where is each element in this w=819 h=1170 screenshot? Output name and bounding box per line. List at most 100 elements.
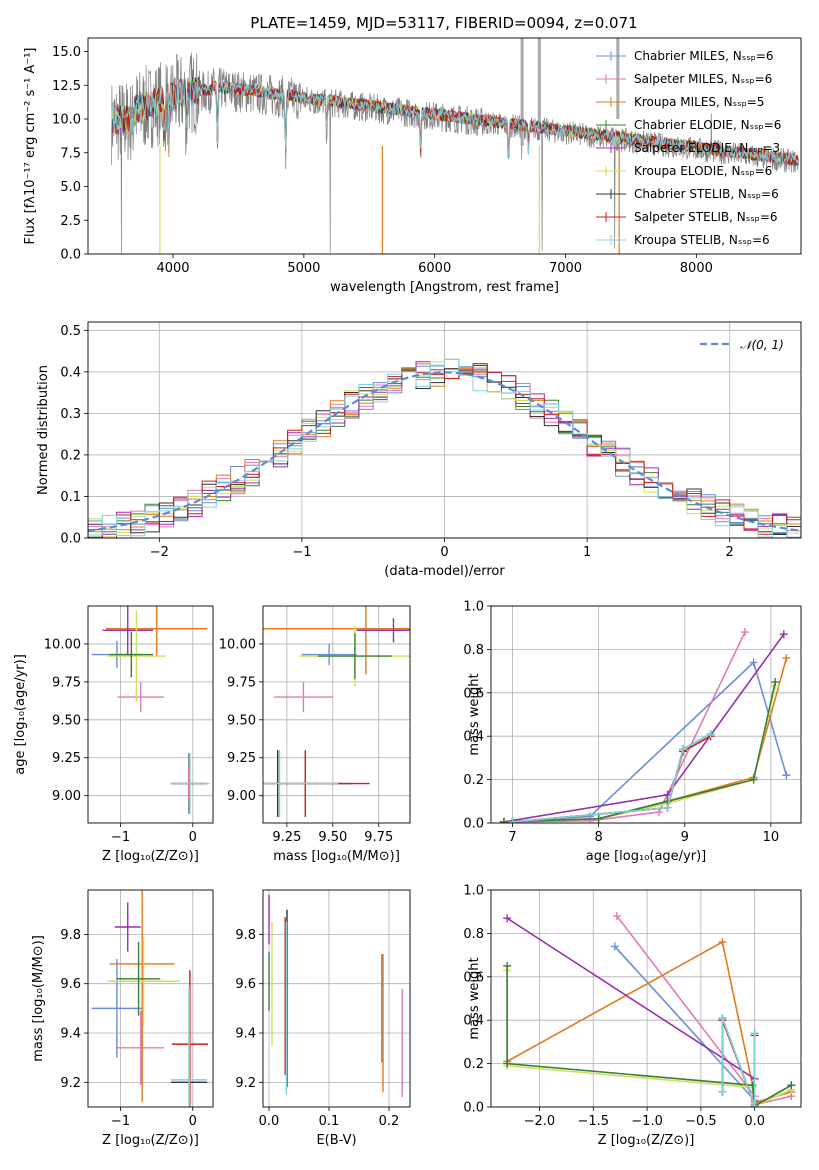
panel-4-frame — [490, 605, 802, 824]
x-axis-label: Z [log₁₀(Z/Z⊙)] — [102, 1133, 199, 1148]
errorbar-cross — [356, 618, 410, 643]
data-point — [499, 817, 508, 823]
mass-weight-series — [499, 630, 788, 823]
series-line — [616, 915, 792, 1106]
panel-6-frame — [262, 889, 411, 1108]
x-tick-label: 9 — [681, 830, 689, 845]
mass-weight-series — [508, 730, 715, 823]
x-tick-label: −0.5 — [685, 1114, 717, 1129]
y-tick-label: 5.0 — [60, 180, 81, 195]
y-tick-label: 0.3 — [60, 407, 81, 422]
errorbar-cross — [263, 750, 339, 817]
x-tick-label: 0.2 — [379, 1114, 400, 1129]
errorbar-cross — [106, 606, 208, 657]
errorbar-plot — [263, 606, 410, 817]
data-point — [718, 1014, 727, 1023]
y-tick-label: 0.4 — [60, 365, 81, 380]
errorbar-cross — [107, 936, 180, 1026]
x-axis-label: age [log₁₀(age/yr)] — [586, 849, 707, 864]
panel-1-frame — [87, 321, 802, 539]
panel-2-axes: −1 0 9.00 9.25 9.50 9.75 10.00 Z [log₁₀(Z/Z⊙)] a… — [13, 606, 213, 864]
data-point — [654, 808, 663, 817]
y-tick-label: 9.6 — [60, 977, 81, 992]
x-tick-label: 2 — [726, 545, 734, 560]
y-tick-label: 10.00 — [44, 637, 81, 652]
mass-weight-plot — [503, 912, 796, 1107]
mass-weight-series — [612, 912, 796, 1107]
series-line — [512, 733, 711, 823]
y-tick-label: 9.25 — [52, 751, 81, 766]
y-tick-label: 2.5 — [60, 214, 81, 229]
data-point — [508, 817, 517, 823]
legend-label: Chabrier ELODIE, Nₛₛₚ=6 — [634, 118, 781, 132]
data-point — [706, 730, 715, 739]
y-tick-label: 9.50 — [227, 713, 256, 728]
errorbar-cross — [263, 606, 410, 675]
y-tick-label: 0.2 — [463, 1057, 484, 1072]
x-axis-label: Z [log₁₀(Z/Z⊙)] — [102, 849, 199, 864]
errorbar-cross — [117, 681, 164, 713]
errorbar-cross — [117, 1010, 164, 1085]
data-point — [503, 1059, 512, 1068]
mass-weight-plot — [499, 628, 791, 823]
y-tick-label: 0.5 — [60, 324, 81, 339]
mass-weight-series — [499, 654, 791, 823]
data-point — [750, 1029, 759, 1038]
panel-3-axes: 9.25 9.50 9.75 9.00 9.25 9.50 9.75 10.00 mass [l… — [219, 606, 410, 864]
y-tick-label: 0.0 — [60, 248, 81, 263]
panel-1-axes: −2 −1 0 1 2 0.0 0.1 0.2 0.3 0.4 0.5 (data-model)/er… — [36, 322, 801, 579]
panel-2-frame — [87, 605, 214, 824]
y-axis-label: age [log₁₀(age/yr)] — [13, 654, 28, 775]
data-point — [741, 628, 750, 637]
x-tick-label: 0 — [440, 545, 448, 560]
x-tick-label: −1.5 — [577, 1114, 609, 1129]
mass-weight-series — [718, 1014, 759, 1107]
data-point — [679, 745, 688, 754]
x-tick-label: 9.50 — [318, 830, 347, 845]
errorbar-cross — [91, 959, 143, 1058]
mass-weight-series — [499, 682, 780, 823]
data-point — [610, 942, 619, 951]
y-axis-label: mass weight — [467, 957, 482, 1039]
y-tick-label: 9.2 — [60, 1076, 81, 1091]
data-point — [749, 658, 758, 667]
model-spectrum — [111, 75, 799, 167]
y-axis-label: mass weight — [467, 673, 482, 755]
y-axis-label: Flux [fλ10⁻¹⁷ erg cm⁻² s⁻¹ A⁻¹] — [23, 48, 38, 245]
x-tick-label: 4000 — [156, 261, 189, 276]
x-tick-label: −2 — [150, 545, 169, 560]
errorbar-cross — [274, 681, 333, 713]
errorbar-cross — [109, 890, 175, 1103]
x-tick-label: 0.0 — [744, 1114, 765, 1129]
x-tick-label: 6000 — [418, 261, 451, 276]
y-tick-label: 0.0 — [463, 817, 484, 832]
x-tick-label: 5000 — [287, 261, 320, 276]
x-axis-label: mass [log₁₀(M/M⊙)] — [273, 849, 400, 864]
data-point — [594, 814, 603, 823]
legend-label: Kroupa ELODIE, Nₛₛₚ=6 — [634, 164, 772, 178]
x-tick-label: 8 — [594, 830, 602, 845]
y-tick-label: 0.2 — [60, 448, 81, 463]
errorbar-cross — [109, 631, 154, 678]
data-point — [612, 912, 621, 921]
residual-histogram — [88, 363, 801, 538]
errorbar-cross — [171, 986, 208, 1107]
spectrum-plot — [111, 38, 799, 254]
y-tick-label: 0.8 — [463, 927, 484, 942]
y-tick-label: 9.25 — [227, 751, 256, 766]
mass-weight-series — [503, 966, 796, 1107]
series-line — [503, 657, 788, 823]
y-tick-label: 7.5 — [60, 146, 81, 161]
x-axis-label: E(B-V) — [316, 1133, 356, 1148]
x-tick-label: 0 — [189, 830, 197, 845]
data-point — [586, 816, 595, 823]
data-point — [718, 938, 727, 947]
legend-label: Chabrier MILES, Nₛₛₚ=6 — [634, 49, 774, 63]
errorbar-cross — [107, 610, 166, 702]
y-tick-label: 0.2 — [463, 773, 484, 788]
x-axis-label: wavelength [Angstrom, rest frame] — [330, 280, 559, 295]
legend-label: Kroupa STELIB, Nₛₛₚ=6 — [634, 233, 770, 247]
series-line — [721, 1017, 756, 1107]
y-tick-label: 9.6 — [235, 977, 256, 992]
